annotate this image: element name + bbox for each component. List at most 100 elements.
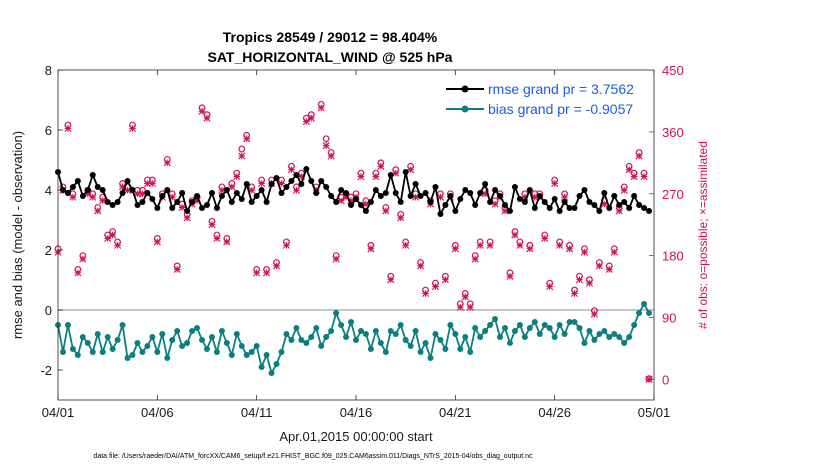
y2-tick-label: 180 xyxy=(662,249,684,264)
rmse-point xyxy=(402,169,409,175)
obs-assimilated-point xyxy=(69,193,77,201)
rmse-point xyxy=(591,202,598,208)
rmse-point xyxy=(516,196,523,202)
rmse-point xyxy=(611,193,618,199)
rmse-point xyxy=(169,205,176,211)
obs-assimilated-point xyxy=(223,238,231,246)
x-tick-label: 04/21 xyxy=(439,405,472,420)
bias-point xyxy=(616,334,623,340)
obs-assimilated-point xyxy=(476,241,484,249)
obs-assimilated-point xyxy=(248,186,256,194)
bias-point xyxy=(74,352,81,358)
rmse-point xyxy=(457,196,464,202)
y-tick-label: 8 xyxy=(45,63,52,78)
bias-point xyxy=(417,349,424,355)
obs-assimilated-point xyxy=(357,172,365,181)
rmse-point xyxy=(487,199,494,205)
x-axis-ticks: 04/01 04/06 04/11 04/16 04/21 04/26 05/01 xyxy=(42,70,670,420)
rmse-point xyxy=(377,193,384,199)
obs-assimilated-point xyxy=(272,262,281,270)
obs-assimilated-point xyxy=(466,303,474,311)
bias-point xyxy=(194,325,201,331)
rmse-point xyxy=(273,175,280,181)
bias-point xyxy=(348,319,355,325)
obs-assimilated-point xyxy=(114,241,122,249)
x-axis-label: Apr.01,2015 00:00:00 start xyxy=(279,429,433,444)
obs-assimilated-point xyxy=(570,289,579,298)
rmse-point xyxy=(546,205,553,211)
rmse-point xyxy=(511,184,518,190)
obs-assimilated-point xyxy=(148,179,156,188)
bias-point xyxy=(551,334,558,340)
bias-point xyxy=(199,337,206,343)
obs-assimilated-point xyxy=(79,255,87,263)
obs-assimilated-point xyxy=(416,262,425,270)
rmse-point xyxy=(84,187,91,193)
obs-assimilated-point xyxy=(198,107,206,115)
bias-point xyxy=(218,328,225,334)
rmse-point xyxy=(541,199,548,205)
obs-assimilated-point xyxy=(556,241,564,249)
y-axis-label: rmse and bias (model - observation) xyxy=(10,131,25,339)
y2-tick-label: 270 xyxy=(662,187,684,202)
bias-point xyxy=(472,325,479,331)
bias-point xyxy=(556,322,563,328)
obs-assimilated-point xyxy=(228,183,236,191)
obs-assimilated-point xyxy=(243,135,251,143)
bias-point xyxy=(283,331,290,337)
bias-point xyxy=(159,331,166,337)
obs-assimilated-point xyxy=(64,124,72,133)
bias-point xyxy=(516,322,523,328)
y2-axis-ticks: 0 90 180 270 360 450 xyxy=(649,63,684,387)
bias-point xyxy=(313,325,320,331)
bias-point xyxy=(412,328,419,334)
bias-point xyxy=(467,349,474,355)
rmse-point xyxy=(288,178,295,184)
rmse-point xyxy=(382,190,389,196)
rmse-point xyxy=(213,205,220,211)
obs-assimilated-point xyxy=(397,214,405,222)
bias-point xyxy=(482,328,489,334)
rmse-point xyxy=(99,187,106,193)
rmse-point xyxy=(79,193,86,199)
obs-assimilated-point xyxy=(565,245,574,253)
bias-point xyxy=(477,334,484,340)
rmse-point xyxy=(571,205,578,211)
legend: rmse grand pr = 3.7562 bias grand pr = -… xyxy=(440,78,652,122)
bias-point xyxy=(109,346,116,352)
obs-assimilated-point xyxy=(327,152,335,160)
obs-assimilated-point xyxy=(94,207,102,215)
rmse-point xyxy=(94,184,101,190)
rmse-point xyxy=(432,184,439,190)
x-tick-label: 04/16 xyxy=(340,405,373,420)
obs-assimilated-point xyxy=(516,241,524,249)
rmse-point xyxy=(452,208,459,214)
plot-area xyxy=(58,70,654,400)
obs-assimilated-point xyxy=(456,303,464,311)
bias-point xyxy=(233,331,240,337)
rmse-point xyxy=(353,196,359,202)
rmse-point xyxy=(482,181,489,187)
bias-point xyxy=(546,325,553,331)
rmse-point xyxy=(328,193,335,199)
rmse-point xyxy=(502,202,508,208)
rmse-point xyxy=(497,193,504,199)
legend-box xyxy=(440,78,652,122)
bias-point xyxy=(129,352,136,358)
rmse-point xyxy=(636,202,643,208)
obs-assimilated-point xyxy=(441,276,449,284)
rmse-point xyxy=(412,181,419,187)
rmse-point xyxy=(566,205,573,211)
obs-assimilated-point xyxy=(322,142,330,150)
obs-assimilated-point xyxy=(208,221,216,229)
bias-point xyxy=(144,343,151,349)
y2-tick-label: 90 xyxy=(662,311,676,326)
x-tick-label: 04/06 xyxy=(141,405,174,420)
rmse-point xyxy=(258,187,265,193)
obs-assimilated-point xyxy=(610,248,618,256)
rmse-point xyxy=(184,208,191,214)
rmse-point xyxy=(238,196,245,202)
obs-assimilated-point xyxy=(605,265,613,273)
rmse-point xyxy=(308,178,315,184)
obs-assimilated-point xyxy=(402,241,410,249)
